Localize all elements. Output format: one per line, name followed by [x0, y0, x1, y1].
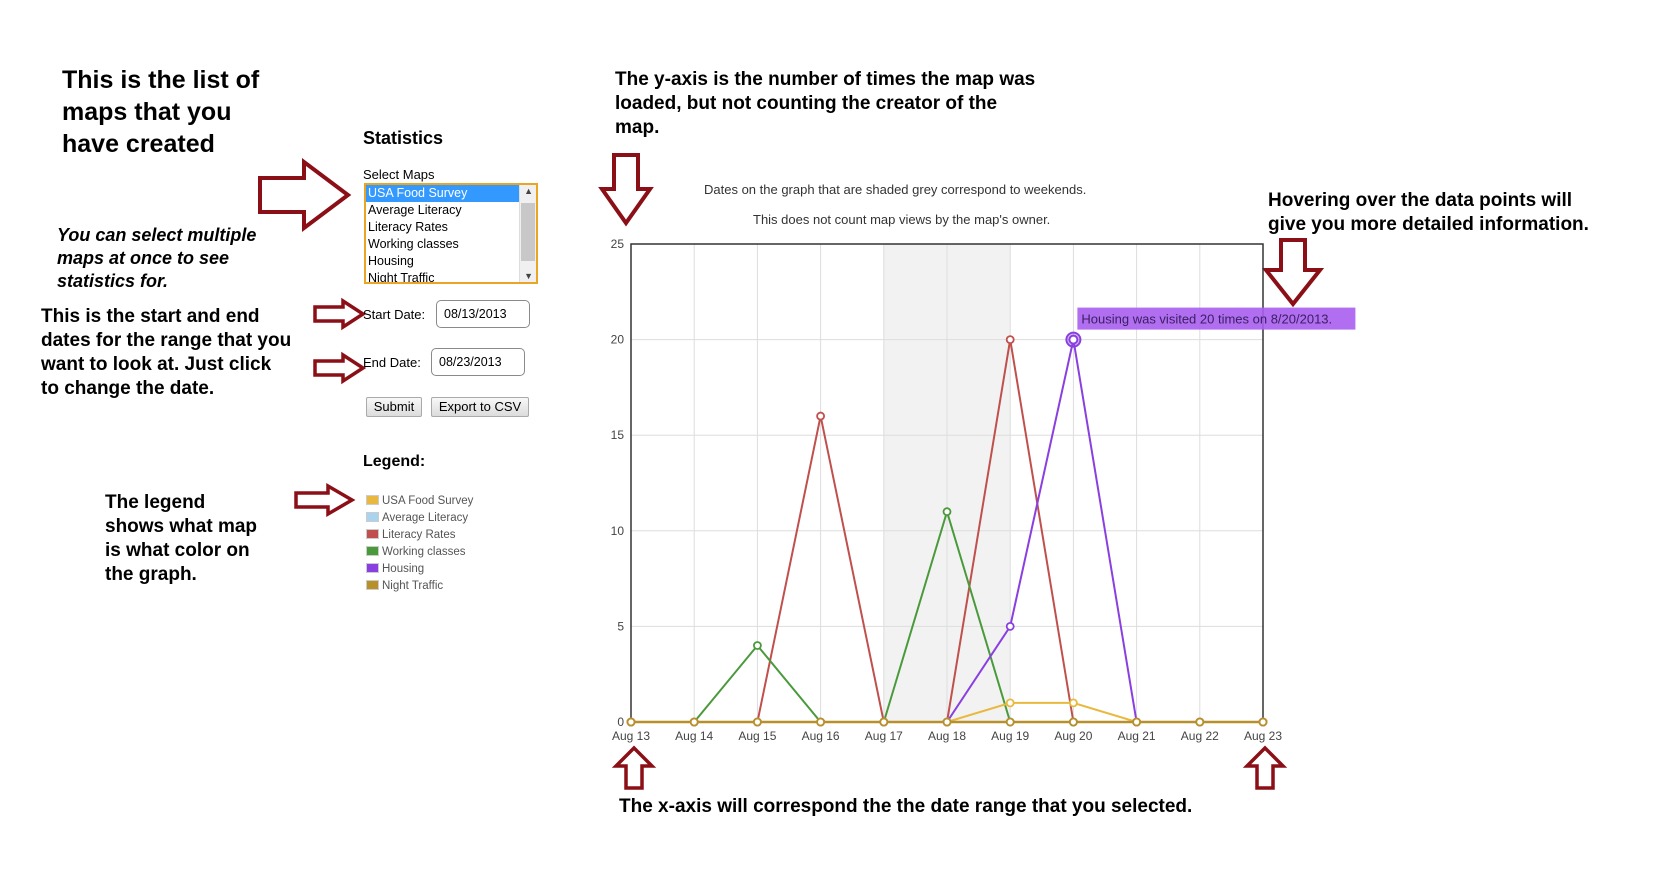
export-csv-button[interactable]: Export to CSV: [431, 397, 529, 417]
x-tick-label: Aug 14: [675, 729, 713, 743]
data-point: [879, 717, 889, 727]
note-maps-list: This is the list of maps that you have c…: [62, 66, 260, 158]
submit-button[interactable]: Submit: [366, 397, 422, 417]
legend-label: Working classes: [382, 546, 466, 558]
x-tick-label: Aug 17: [865, 729, 903, 743]
y-tick-label: 25: [611, 237, 625, 251]
y-tick-label: 0: [617, 715, 624, 729]
data-point: [942, 717, 952, 727]
legend-label: Night Traffic: [382, 580, 444, 592]
data-point: [1195, 717, 1205, 727]
arrow-right-icon: [294, 482, 356, 518]
legend-item[interactable]: USA Food Survey: [366, 493, 473, 509]
arrow-right-icon: [313, 351, 367, 385]
map-option[interactable]: Average Literacy: [368, 203, 462, 217]
data-point: [1005, 698, 1015, 708]
legend-item[interactable]: Working classes: [366, 544, 466, 560]
legend-label: Average Literacy: [382, 512, 469, 524]
start-date-input[interactable]: 08/13/2013: [436, 300, 530, 328]
data-point: [753, 641, 762, 650]
legend-swatch: [366, 563, 379, 573]
chevron-up-icon[interactable]: ▲: [524, 186, 533, 196]
chart-subtitle-2: This does not count map views by the map…: [753, 212, 1051, 227]
select-maps-label: Select Maps: [363, 167, 435, 182]
tooltip-text: Housing was visited 20 times on 8/20/201…: [1081, 312, 1332, 327]
x-tick-label: Aug 22: [1181, 729, 1219, 743]
note-xaxis: The x-axis will correspond the the date …: [619, 796, 1193, 817]
data-point: [1005, 335, 1015, 345]
legend-label: USA Food Survey: [382, 495, 474, 507]
data-point: [1069, 717, 1078, 727]
data-point: [816, 717, 825, 727]
data-point: [626, 717, 636, 727]
tooltip-box: [1077, 307, 1356, 330]
y-tick-label: 20: [611, 333, 625, 347]
legend-item[interactable]: Literacy Rates: [366, 527, 456, 543]
end-date-label: End Date:: [363, 355, 421, 370]
map-option[interactable]: Working classes: [368, 237, 459, 251]
x-tick-label: Aug 23: [1244, 729, 1282, 743]
legend-item[interactable]: Average Literacy: [366, 510, 468, 526]
data-point: [1005, 717, 1015, 727]
arrow-right-icon: [258, 158, 352, 232]
map-option[interactable]: USA Food Survey: [366, 185, 536, 202]
data-point: [753, 717, 762, 727]
arrow-down-icon: [1261, 238, 1325, 308]
data-point: [1005, 622, 1015, 631]
x-tick-label: Aug 13: [612, 729, 650, 743]
legend-swatch: [366, 512, 379, 522]
arrow-up-icon: [1242, 745, 1288, 790]
legend-label: Housing: [382, 563, 425, 575]
note-legend: The legend shows what map is what color …: [105, 492, 258, 585]
map-option[interactable]: Literacy Rates: [368, 220, 448, 234]
data-point: [942, 507, 952, 517]
legend-item[interactable]: Night Traffic: [366, 578, 443, 594]
y-tick-label: 10: [611, 524, 625, 538]
highlighted-point-core: [1068, 334, 1079, 345]
note-multi-select: You can select multiple maps at once to …: [57, 225, 257, 291]
data-point: [1258, 717, 1268, 727]
legend-label: Literacy Rates: [382, 529, 456, 541]
data-point: [689, 717, 699, 727]
x-tick-label: Aug 20: [1054, 729, 1092, 743]
end-date-input[interactable]: 08/23/2013: [431, 348, 525, 376]
x-tick-label: Aug 21: [1118, 729, 1156, 743]
legend-swatch: [366, 580, 379, 590]
legend-item[interactable]: Housing: [366, 561, 424, 577]
map-option[interactable]: Housing: [368, 254, 414, 268]
map-option[interactable]: Night Traffic: [368, 271, 435, 284]
chart-subtitle-1: Dates on the graph that are shaded grey …: [704, 182, 1087, 197]
y-tick-label: 5: [617, 619, 624, 633]
legend-swatch: [366, 529, 379, 539]
scrollbar-thumb[interactable]: [521, 203, 535, 261]
note-dates: This is the start and end dates for the …: [41, 306, 292, 399]
data-point: [1069, 698, 1078, 708]
data-point: [816, 411, 825, 421]
map-select-list[interactable]: USA Food Survey Average Literacy Literacy …: [364, 183, 538, 284]
legend-swatch: [366, 495, 379, 505]
note-hover: Hovering over the data points will give …: [1268, 190, 1589, 235]
x-tick-label: Aug 18: [928, 729, 966, 743]
x-tick-label: Aug 19: [991, 729, 1029, 743]
legend-title: Legend:: [363, 453, 426, 470]
legend-swatch: [366, 546, 379, 556]
chevron-down-icon[interactable]: ▼: [524, 271, 533, 281]
arrow-right-icon: [313, 297, 367, 331]
arrow-down-icon: [598, 153, 654, 227]
note-yaxis: The y-axis is the number of times the ma…: [615, 69, 1036, 138]
x-tick-label: Aug 15: [738, 729, 776, 743]
arrow-up-icon: [611, 745, 657, 790]
y-tick-label: 15: [611, 428, 625, 442]
start-date-label: Start Date:: [363, 307, 426, 322]
x-tick-label: Aug 16: [802, 729, 840, 743]
data-point: [1132, 717, 1141, 727]
panel-title: Statistics: [363, 128, 444, 148]
scrollbar[interactable]: ▲ ▼: [519, 185, 536, 282]
